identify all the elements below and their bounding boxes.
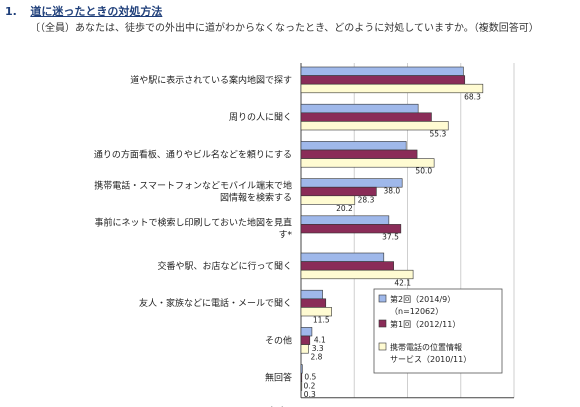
bar: [300, 158, 435, 168]
question-subtitle: 〔（全員）あなたは、徒歩での外出中に道がわからなくなったとき、どのように対処して…: [30, 23, 539, 34]
category-label: 携帯電話・スマートフォンなどモバイル端末で地: [94, 180, 292, 192]
data-label: 20.2: [336, 204, 353, 213]
legend-label: 携帯電話の位置情報: [390, 342, 462, 352]
bar: [300, 344, 309, 354]
data-label: 0.3: [304, 390, 316, 399]
bar: [300, 83, 484, 94]
data-label: 0.2: [304, 381, 316, 390]
bar: [300, 75, 466, 85]
data-label: 2.8: [310, 353, 322, 362]
bar: [300, 269, 414, 280]
data-label: 28.3: [358, 195, 375, 204]
data-label: 55.3: [430, 130, 447, 139]
legend-swatch: [378, 319, 387, 328]
bar: [300, 307, 332, 317]
legend-label: （n=12062）: [390, 307, 443, 316]
legend-label: 第1回（2012/11）: [390, 319, 460, 329]
bar: [300, 335, 311, 345]
category-label: 図情報を検索する: [220, 192, 292, 204]
data-label: 37.5: [382, 233, 399, 242]
bar: [300, 66, 464, 76]
section-number: 1.: [5, 5, 17, 18]
legend-swatch: [378, 342, 387, 351]
category-label: その他: [265, 334, 292, 346]
legend-box: [373, 288, 503, 374]
bar: [300, 327, 313, 337]
bar: [300, 195, 356, 205]
header: 1. 道に迷ったときの対処方法: [5, 3, 162, 19]
data-label: 0.5: [304, 373, 316, 382]
bar: [300, 372, 303, 383]
unit-label: （%）: [264, 406, 291, 407]
bar: [300, 224, 402, 234]
data-label: 4.1: [314, 336, 326, 345]
data-label: 38.0: [383, 187, 400, 196]
legend-label: サービス（2010/11）: [390, 355, 471, 364]
category-label: 事前にネットで検索し印刷しておいた地図を見直: [95, 217, 292, 229]
category-label: 周りの人に聞く: [229, 112, 292, 123]
bar: [300, 364, 303, 374]
category-label: 友人・家族などに電話・メールで聞く: [139, 297, 292, 309]
legend-swatch: [378, 294, 387, 303]
data-label: 42.1: [394, 278, 411, 287]
legend-label: 第2回（2014/9）: [390, 294, 455, 304]
bar: [300, 121, 449, 131]
data-label: 3.3: [312, 344, 324, 353]
data-label: 50.0: [415, 167, 432, 176]
category-label: す*: [278, 230, 292, 241]
data-label: 11.5: [313, 316, 330, 325]
category-label: 無回答: [265, 372, 292, 384]
category-label: 通りの方面看板、通りやビル名などを頼りにする: [94, 148, 292, 160]
bar: [300, 381, 303, 391]
category-label: 交番や駅、お店などに行って聞く: [157, 260, 292, 272]
chart-title: 道に迷ったときの対処方法: [30, 5, 163, 18]
data-label: 68.3: [464, 92, 481, 101]
category-label: 道や駅に表示されている案内地図で探す: [130, 74, 292, 86]
